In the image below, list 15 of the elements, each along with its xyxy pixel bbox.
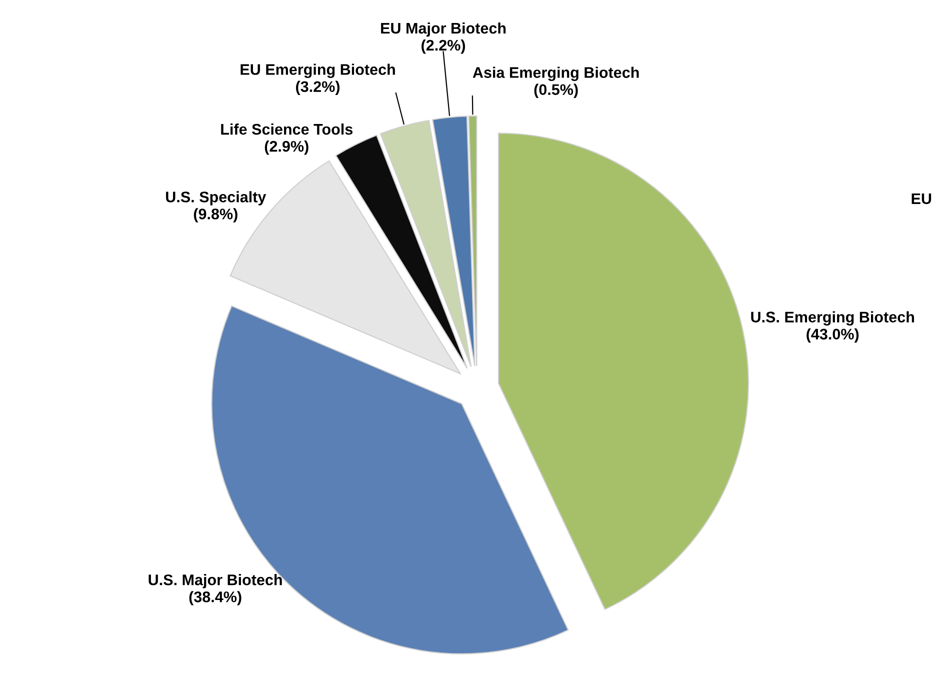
data-label: (9.8%) <box>194 208 238 222</box>
slice-label: Life Science Tools <box>221 123 353 135</box>
slice-label: Asia Emerging Biotech <box>472 66 639 82</box>
data-label: (38.4%) <box>189 591 242 606</box>
text: EU <box>912 193 932 204</box>
slice-label: EU Major Biotech <box>381 22 506 37</box>
data-label: (2.2%) <box>422 39 466 54</box>
data-label: (0.5%) <box>534 84 578 98</box>
slice-label: EU Emerging Biotech <box>240 64 395 78</box>
data-label: (43.0%) <box>806 328 859 343</box>
slice-label: U.S. Major Biotech <box>148 574 282 588</box>
slice-label: U.S. Emerging Biotech <box>751 311 914 326</box>
slice-label: U.S. Specialty <box>166 191 266 206</box>
data-label: (2.9%) <box>264 140 308 155</box>
data-label: (3.2%) <box>296 80 340 96</box>
